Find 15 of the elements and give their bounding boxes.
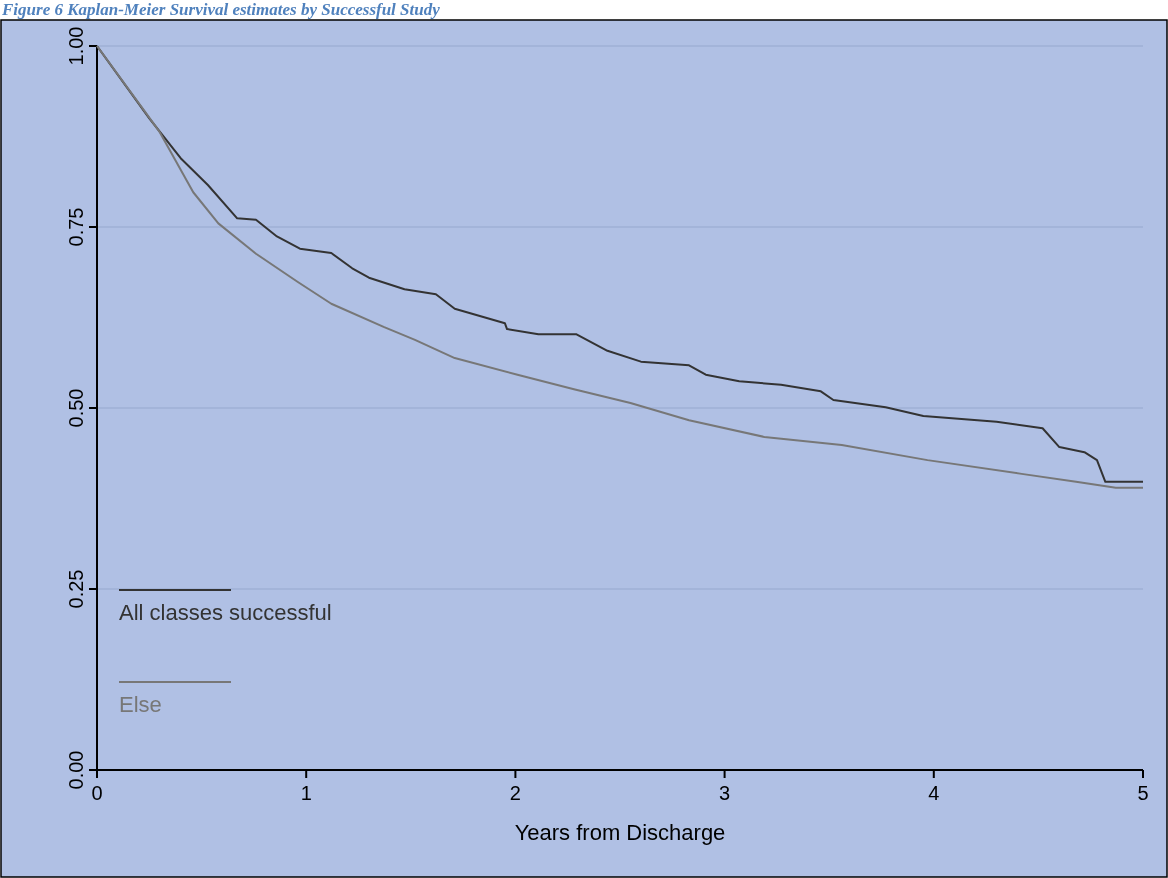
y-tick-label: 0.75 — [65, 207, 87, 247]
y-tick-label: 1.00 — [65, 26, 87, 66]
x-tick-label: 3 — [719, 782, 731, 804]
y-tick-label: 0.25 — [65, 569, 87, 609]
text: Else — [119, 692, 162, 717]
chart-title: Figure 6 Kaplan-Meier Survival estimates by Successful Study — [1, 0, 441, 19]
text: All classes successful — [119, 600, 332, 625]
x-tick-label: 5 — [1137, 782, 1149, 804]
y-tick-label: 0.50 — [65, 388, 87, 428]
y-tick-label: 0.00 — [65, 750, 87, 790]
x-axis-title: Years from Discharge — [514, 820, 726, 845]
x-tick-label: 2 — [509, 782, 521, 804]
x-tick-label: 4 — [928, 782, 940, 804]
x-tick-label: 0 — [91, 782, 103, 804]
x-tick-label: 1 — [300, 782, 312, 804]
